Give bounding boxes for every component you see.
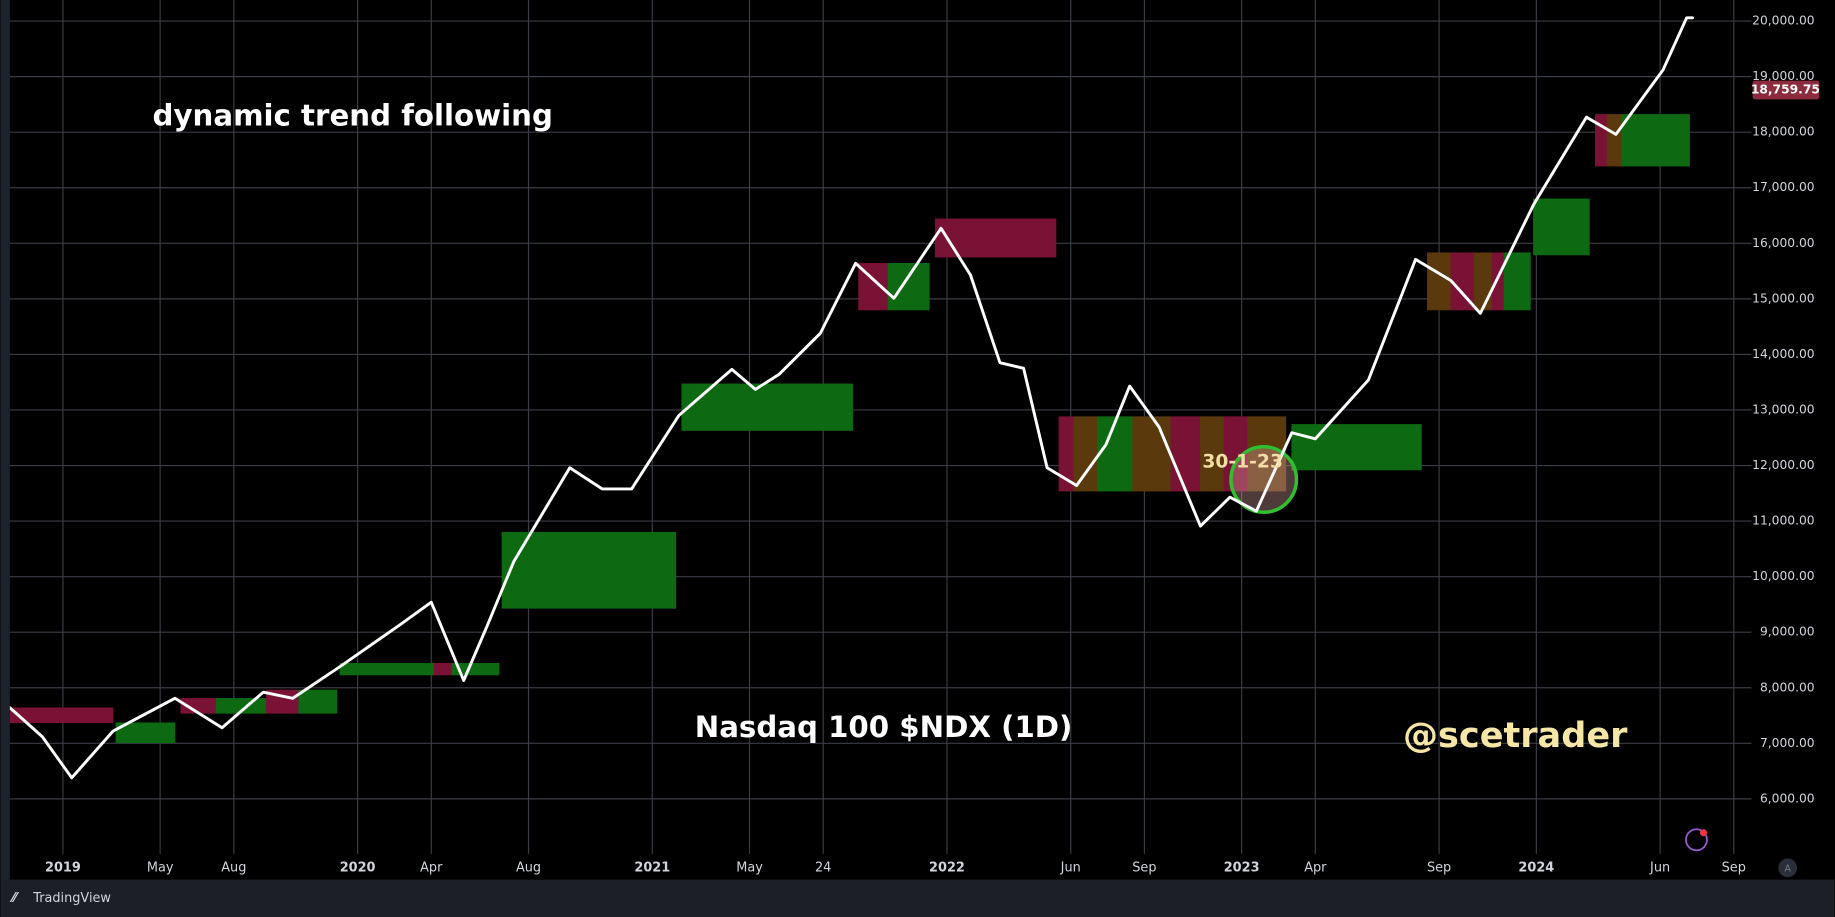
x-tick-label: 2020	[340, 860, 376, 875]
title: Nasdaq 100 $NDX (1D)	[695, 710, 1073, 744]
y-tick-label: 8,000.00	[1760, 680, 1815, 694]
x-tick-label: Aug	[516, 860, 541, 875]
x-tick-label: Sep	[1132, 860, 1156, 875]
trend-band	[1096, 416, 1133, 492]
x-tick-label: 24	[815, 860, 831, 875]
trend-band	[501, 531, 677, 609]
auto-scale-label: A	[1785, 864, 1792, 875]
subtitle: dynamic trend following	[153, 98, 553, 132]
bands	[9, 114, 1690, 744]
x-tick-label: 2023	[1224, 860, 1260, 875]
y-tick-label: 10,000.00	[1752, 569, 1814, 583]
x-tick-label: Jun	[1649, 860, 1670, 875]
alert-dot	[1699, 829, 1708, 837]
x-tick-label: 2024	[1518, 860, 1554, 875]
price-line	[9, 16, 1694, 780]
brand-logo: ⁄⁄	[9, 891, 19, 906]
trend-band	[1474, 252, 1493, 311]
y-tick-label: 17,000.00	[1752, 180, 1814, 194]
trend-band	[887, 263, 930, 311]
y-tick-label: 19,000.00	[1752, 69, 1814, 83]
x-tick-label: May	[736, 860, 763, 875]
alert-icon[interactable]	[1685, 828, 1708, 852]
y-tick-label: 12,000.00	[1752, 458, 1814, 472]
x-tick-label: Apr	[1304, 860, 1327, 875]
left-border	[0, 0, 10, 917]
trend-band	[1533, 198, 1590, 256]
watermark: @scetrader	[1403, 715, 1628, 756]
x-tick-label: May	[147, 860, 174, 875]
auto-scale-button[interactable]	[1778, 858, 1798, 878]
annotation: 30-1-23	[1202, 452, 1283, 473]
trend-band	[1170, 416, 1201, 492]
labels: 6,000.00 7,000.00 8,000.00 9,000.00 10,000.0…	[45, 14, 1820, 876]
brand: TradingView	[32, 891, 111, 906]
trend-band	[1621, 114, 1690, 167]
y-tick-label: 6,000.00	[1760, 791, 1815, 805]
y-tick-label: 14,000.00	[1752, 347, 1814, 361]
trend-band	[1073, 416, 1098, 492]
trend-band	[681, 383, 853, 431]
trend-band	[1427, 252, 1452, 311]
last-price-label: 18,759.75	[1751, 82, 1820, 96]
y-tick-label: 11,000.00	[1752, 514, 1814, 528]
last-price-box	[1752, 80, 1820, 100]
y-tick-label: 7,000.00	[1760, 736, 1815, 750]
x-tick-label: 2019	[45, 860, 81, 875]
x-tick-label: Sep	[1722, 860, 1746, 875]
y-tick-label: 15,000.00	[1752, 291, 1814, 305]
x-tick-label: Apr	[420, 860, 443, 875]
trend-band	[1291, 424, 1422, 471]
x-tick-label: Sep	[1427, 860, 1451, 875]
lines	[9, 16, 1694, 780]
trend-band	[1491, 252, 1505, 311]
trend-band	[433, 663, 453, 676]
x-tick-label: 2021	[634, 860, 670, 875]
trend-band	[9, 707, 114, 724]
trend-band	[1606, 114, 1623, 167]
trend-band	[115, 722, 176, 744]
highlight-circle	[1229, 445, 1299, 515]
y-tick-label: 16,000.00	[1752, 236, 1814, 250]
trend-band	[339, 663, 435, 676]
y-tick-label: 9,000.00	[1760, 625, 1815, 639]
y-tick-label: 18,000.00	[1752, 125, 1814, 139]
trend-band	[1247, 416, 1287, 492]
y-tick-label: 20,000.00	[1752, 14, 1814, 28]
footer-bar	[0, 879, 1835, 917]
y-tick-label: 13,000.00	[1752, 402, 1814, 416]
trend-band	[451, 663, 500, 676]
trend-band	[1132, 416, 1172, 492]
x-tick-label: 2022	[929, 860, 965, 875]
grid	[9, 0, 1752, 854]
trend-band	[1503, 252, 1531, 311]
trend-band	[934, 218, 1057, 258]
trend-band	[298, 689, 338, 714]
x-tick-label: Aug	[221, 860, 246, 875]
x-tick-label: Jun	[1060, 860, 1081, 875]
